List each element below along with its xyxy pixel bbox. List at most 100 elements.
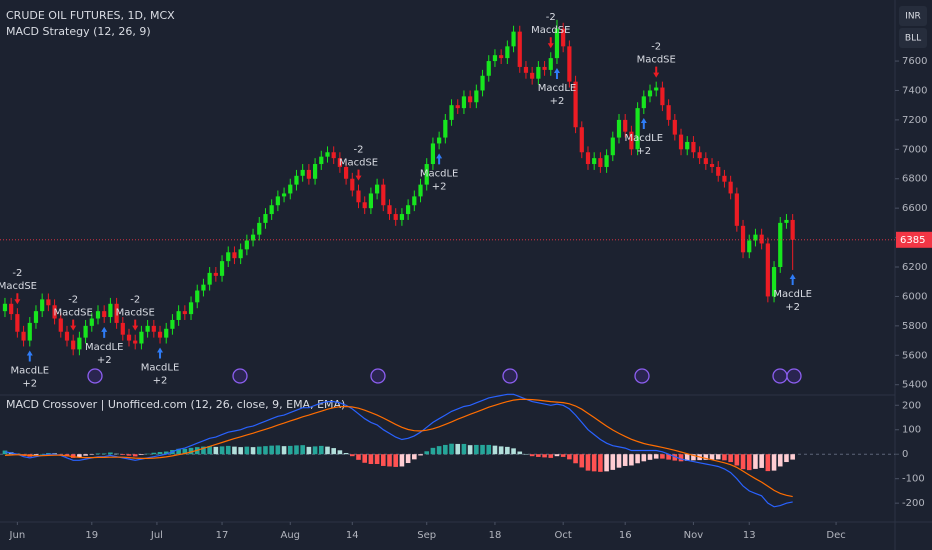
candle-body (740, 225, 746, 253)
y-tick-label: 200 (902, 400, 921, 411)
unit-label[interactable]: BLL (905, 34, 921, 44)
histogram-bar (604, 454, 609, 472)
candle-body (207, 272, 212, 285)
candle-body (232, 252, 237, 259)
candle-body (641, 96, 646, 109)
histogram-bar (474, 444, 479, 455)
candle-body (418, 184, 423, 197)
histogram-bar (405, 454, 411, 464)
y-tick-label: -200 (902, 498, 925, 509)
event-icon[interactable] (634, 368, 650, 384)
histogram-bar (349, 454, 355, 457)
histogram-bar (703, 454, 709, 460)
candle-body (350, 178, 355, 191)
candle-body (275, 196, 280, 206)
signal-qty: -2 (651, 42, 661, 53)
candle-body (213, 272, 218, 276)
signal-label: MacdLE (773, 289, 812, 300)
histogram-bar (219, 446, 225, 455)
unit-button[interactable] (899, 28, 927, 48)
event-icon[interactable] (502, 368, 518, 384)
histogram-bar (281, 446, 287, 455)
short-arrow (70, 319, 77, 331)
candle-body (685, 141, 690, 150)
candle-body (517, 31, 522, 67)
candle-body (561, 28, 566, 47)
candle-body (9, 303, 14, 315)
candle-body (635, 108, 640, 150)
histogram-bar (498, 446, 504, 455)
histogram-bar (616, 454, 622, 468)
candle-body (666, 105, 671, 120)
candle-body (300, 169, 305, 176)
histogram-bar (306, 446, 312, 455)
long-arrow (26, 350, 33, 362)
candle-body (325, 152, 330, 157)
y-tick-label: 5600 (902, 350, 927, 361)
event-icon[interactable] (232, 368, 248, 384)
histogram-bar (486, 444, 492, 455)
x-tick-label: 16 (619, 530, 632, 541)
signal-label: MacdLE (420, 168, 459, 179)
event-icon[interactable] (786, 368, 802, 384)
histogram-bar (641, 454, 647, 462)
histogram-bar (722, 454, 727, 461)
long-arrow (553, 67, 560, 79)
indicator-line (4, 393, 793, 508)
candle-body (139, 331, 144, 344)
event-icon[interactable] (87, 368, 103, 384)
candle-body (474, 90, 479, 103)
y-tick-label: -100 (902, 474, 925, 485)
candle-body (114, 303, 119, 323)
histogram-bar (622, 454, 628, 466)
candle-body (778, 222, 783, 268)
histogram-bar (579, 454, 585, 468)
candle-body (461, 96, 467, 109)
histogram-bar (238, 447, 243, 455)
candle-body (449, 105, 454, 120)
candle-body (188, 302, 194, 315)
histogram-bar (368, 454, 374, 465)
histogram-bar (759, 454, 764, 468)
histogram-bar (387, 454, 392, 467)
histogram-bar (232, 446, 237, 455)
candle-body (734, 193, 739, 226)
event-icon[interactable] (370, 368, 386, 384)
short-arrow (355, 169, 362, 181)
candle-body (468, 96, 473, 103)
candle-body (356, 190, 361, 203)
histogram-bar (443, 444, 448, 455)
histogram-bar (256, 446, 262, 455)
candle-body (728, 181, 733, 194)
candle-body (170, 319, 175, 329)
histogram-bar (691, 454, 696, 461)
candle-body (21, 331, 26, 341)
candle-body (2, 303, 8, 312)
candle-body (399, 214, 405, 220)
histogram-bar (300, 445, 305, 455)
signal-label: MacdLE (85, 342, 124, 353)
candle-body (226, 252, 231, 262)
candle-body (312, 164, 318, 179)
candle-body (15, 314, 20, 332)
histogram-bar (114, 453, 119, 455)
histogram-bar (132, 454, 138, 457)
x-tick-label: Jun (9, 530, 26, 541)
histogram-bar (449, 443, 454, 455)
candle-body (102, 311, 107, 318)
histogram-bar (89, 454, 95, 455)
histogram-bar (95, 453, 101, 455)
y-tick-label: 0 (902, 449, 908, 460)
candle-body (195, 290, 200, 303)
signal-label: MacdLE (141, 363, 180, 374)
event-icon[interactable] (772, 368, 788, 384)
signal-qty: -2 (130, 295, 140, 306)
histogram-bar (647, 454, 653, 460)
candle-body (424, 164, 429, 185)
currency-label[interactable]: INR (905, 12, 921, 22)
candle-body (592, 158, 597, 165)
candle-body (573, 81, 578, 128)
y-tick-label: 7600 (902, 56, 927, 67)
currency-button[interactable] (899, 6, 927, 26)
candle-body (790, 219, 795, 240)
